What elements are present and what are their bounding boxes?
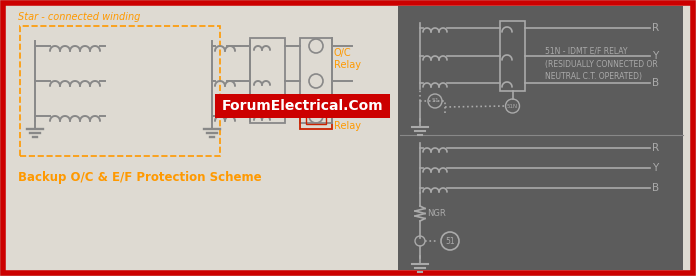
- Text: E/F
Relay: E/F Relay: [334, 109, 361, 131]
- Bar: [306, 104, 326, 124]
- Text: 51N: 51N: [507, 104, 518, 108]
- Bar: [215, 94, 390, 118]
- Bar: [500, 21, 525, 91]
- Text: Backup O/C & E/F Protection Scheme: Backup O/C & E/F Protection Scheme: [18, 171, 262, 184]
- Text: B: B: [652, 183, 659, 193]
- Bar: [300, 38, 332, 123]
- Text: 51: 51: [445, 237, 454, 245]
- Text: 51N - IDMT E/F RELAY
(RESIDUALLY CONNECTED OR
NEUTRAL C.T. OPERATED): 51N - IDMT E/F RELAY (RESIDUALLY CONNECT…: [545, 47, 658, 81]
- Text: NGR: NGR: [427, 208, 445, 217]
- Text: R: R: [652, 23, 659, 33]
- Text: 51: 51: [431, 99, 439, 104]
- Bar: [398, 6, 683, 270]
- Bar: [20, 26, 220, 156]
- Text: Star - connected winding: Star - connected winding: [18, 12, 141, 22]
- Text: R: R: [652, 143, 659, 153]
- Bar: [250, 38, 285, 123]
- Text: Y: Y: [652, 51, 658, 61]
- Text: O/C
Relay: O/C Relay: [334, 48, 361, 70]
- Text: Y: Y: [652, 163, 658, 173]
- Text: B: B: [652, 78, 659, 88]
- Bar: [300, 99, 332, 129]
- Text: ForumElectrical.Com: ForumElectrical.Com: [222, 99, 383, 113]
